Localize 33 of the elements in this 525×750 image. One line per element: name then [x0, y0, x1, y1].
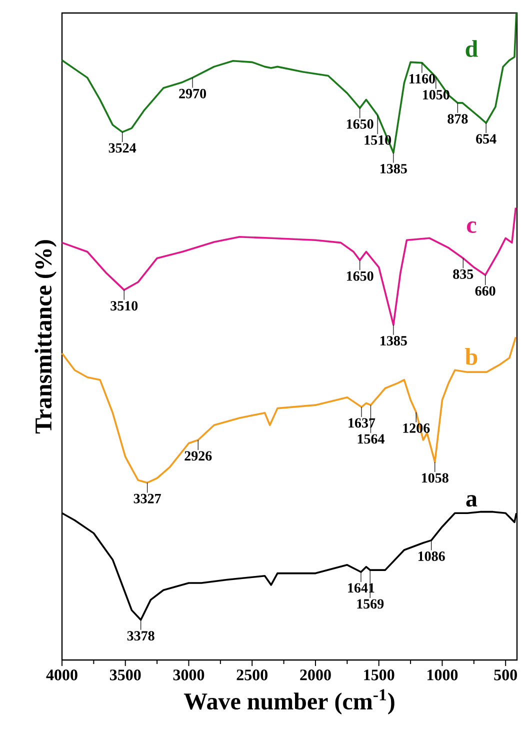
series-label: b — [465, 348, 478, 365]
annotation: 878 — [448, 114, 468, 124]
x-tick-label: 3500 — [110, 670, 141, 680]
annotation: 2970 — [179, 88, 206, 98]
annotation: 3327 — [134, 494, 161, 504]
annotation: 1650 — [346, 271, 374, 281]
annotation: 1564 — [358, 434, 384, 444]
annotation: 1058 — [422, 473, 448, 483]
annotation: 835 — [453, 269, 474, 279]
annotation: 1385 — [380, 336, 407, 346]
annotation: 660 — [475, 286, 496, 296]
x-tick-label: 500 — [494, 670, 517, 680]
annotation: 3524 — [108, 143, 136, 153]
annotation: 2926 — [184, 451, 212, 461]
x-tick-label: 1000 — [428, 670, 458, 680]
annotation: 1160 — [409, 74, 436, 84]
y-axis-title: Transmittance (%) — [34, 240, 56, 434]
series-label: d — [466, 40, 478, 57]
x-tick-label: 1500 — [364, 670, 394, 680]
annotation: 1650 — [346, 119, 374, 129]
x-tick-label: 3000 — [173, 670, 204, 680]
annotation: 3378 — [127, 631, 154, 641]
annotation: 3510 — [110, 301, 138, 311]
x-tick-label: 2000 — [300, 670, 331, 680]
annotation: 1385 — [380, 164, 407, 174]
series-label: a — [466, 495, 478, 507]
x-tick-label: 2500 — [236, 670, 268, 680]
series-label: c — [466, 221, 476, 233]
x-tick-label: 4000 — [46, 670, 78, 680]
annotation: 654 — [476, 134, 496, 144]
x-axis-title: Wave number (cm$^{-1}$) — [184, 689, 394, 714]
annotation: 1086 — [418, 552, 445, 561]
annotation: 1569 — [357, 599, 384, 609]
